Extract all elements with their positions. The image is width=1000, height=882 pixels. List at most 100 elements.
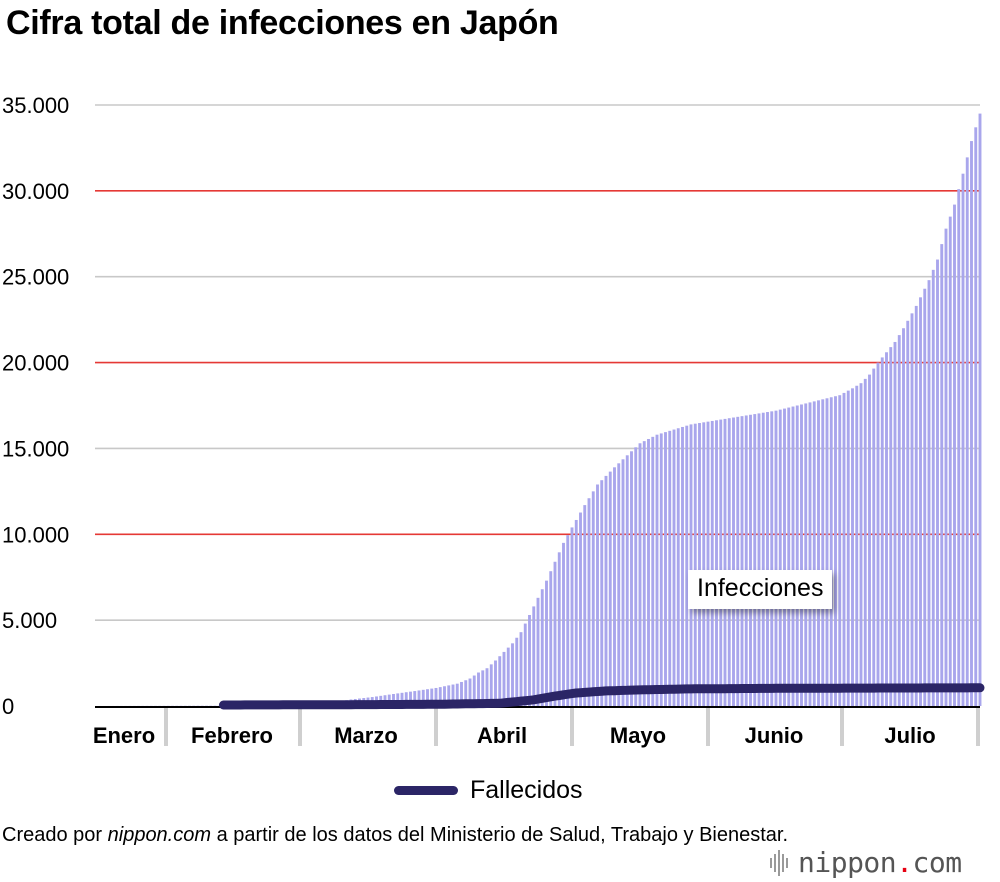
- infection-bar: [783, 408, 786, 706]
- month-separator: [434, 708, 438, 746]
- credit-suffix: a partir de los datos del Ministerio de …: [211, 824, 789, 846]
- infection-bar: [600, 480, 604, 706]
- infection-bar: [562, 542, 565, 706]
- infection-bar: [778, 409, 782, 706]
- infection-bar: [451, 684, 455, 706]
- infection-bar: [400, 692, 404, 706]
- infection-bar: [749, 414, 752, 706]
- infection-bar: [566, 535, 570, 706]
- infection-bar: [557, 552, 561, 706]
- month-labels: Enero Febrero Marzo Abril Mayo Junio Julio: [93, 723, 936, 748]
- infection-bar: [808, 402, 812, 706]
- infection-bar: [519, 632, 523, 706]
- infection-bar: [498, 656, 502, 706]
- infection-bar: [766, 412, 769, 706]
- infection-bar: [842, 392, 846, 706]
- legend-label: Fallecidos: [470, 776, 583, 804]
- infection-bar: [532, 606, 536, 706]
- infection-bar: [957, 189, 961, 706]
- infection-bar: [889, 347, 893, 706]
- infection-bar: [914, 305, 918, 706]
- infection-bar: [906, 320, 910, 706]
- infection-bar: [927, 280, 931, 706]
- infection-bar: [740, 416, 744, 706]
- infection-bar: [948, 216, 952, 706]
- credit-prefix: Creado por: [2, 824, 108, 846]
- infection-bar: [910, 313, 914, 706]
- infection-bar: [812, 401, 816, 706]
- infection-bar: [702, 422, 706, 706]
- y-tick-label: 35.000: [2, 93, 69, 118]
- infection-bar: [868, 374, 871, 706]
- infection-bar: [715, 420, 718, 706]
- infection-bar: [587, 498, 591, 706]
- infection-bar: [944, 228, 948, 707]
- y-tick-label: 10.000: [2, 522, 69, 547]
- infection-bar: [413, 691, 417, 706]
- infection-bar: [409, 691, 412, 706]
- month-label: Febrero: [191, 723, 273, 748]
- infection-bar: [872, 368, 876, 706]
- month-separator: [570, 708, 574, 746]
- infection-bar: [659, 433, 663, 706]
- infection-bar: [940, 244, 944, 707]
- infection-bar: [642, 441, 646, 706]
- infection-bar: [536, 597, 540, 706]
- infection-bar: [468, 678, 472, 706]
- infection-bar: [876, 362, 880, 706]
- infection-bar: [770, 411, 774, 706]
- infection-bar: [447, 685, 451, 706]
- infection-bar: [681, 426, 684, 706]
- infection-bar: [846, 390, 850, 706]
- infection-bar: [638, 443, 642, 706]
- infection-bar: [791, 406, 795, 706]
- infection-bar: [676, 428, 680, 706]
- infection-bar: [855, 385, 859, 706]
- infection-bar: [761, 412, 765, 706]
- infection-bar: [464, 680, 468, 706]
- infection-bar: [608, 471, 612, 706]
- infection-bar: [753, 414, 757, 706]
- infection-bar: [604, 475, 608, 706]
- infection-bar: [706, 421, 710, 706]
- infection-bar: [570, 527, 574, 706]
- infection-bar: [923, 288, 927, 706]
- infection-bar: [625, 455, 629, 706]
- infection-bar: [685, 425, 689, 706]
- logo-tld: com: [912, 846, 963, 879]
- month-label: Junio: [745, 723, 804, 748]
- month-label: Abril: [477, 723, 527, 748]
- infection-bar: [434, 687, 438, 706]
- infection-bar: [736, 416, 740, 706]
- infection-bar: [438, 687, 442, 706]
- infection-bar: [443, 686, 446, 706]
- infection-bar: [540, 589, 544, 706]
- month-label: Mayo: [610, 723, 666, 748]
- infection-bar: [613, 467, 616, 706]
- infection-bar: [693, 423, 697, 706]
- infection-bar: [528, 614, 531, 706]
- infection-bar: [421, 689, 425, 706]
- credit-source: nippon.com: [107, 824, 212, 846]
- month-separator: [706, 708, 710, 746]
- infection-bar: [821, 399, 825, 706]
- infection-bar: [621, 459, 625, 706]
- month-separator: [976, 708, 980, 746]
- infection-bar: [494, 660, 497, 706]
- infection-bar: [880, 357, 884, 706]
- infection-bar: [897, 335, 901, 706]
- month-separator: [840, 708, 844, 746]
- infection-bar: [392, 693, 395, 706]
- infection-bar: [965, 157, 969, 706]
- infection-bar: [591, 491, 595, 706]
- infection-bar: [455, 683, 459, 706]
- infection-bar: [978, 113, 982, 707]
- infection-bar: [553, 561, 557, 706]
- infection-bar: [617, 463, 621, 706]
- chart-area: 0 5.000 10.000 15.000 20.000 25.000 30.000 35.0…: [2, 93, 985, 748]
- infection-bar: [953, 204, 956, 706]
- infection-bars: [98, 113, 982, 707]
- infection-bar: [800, 404, 803, 706]
- infection-bar: [817, 400, 820, 706]
- logo-icon: [770, 849, 790, 876]
